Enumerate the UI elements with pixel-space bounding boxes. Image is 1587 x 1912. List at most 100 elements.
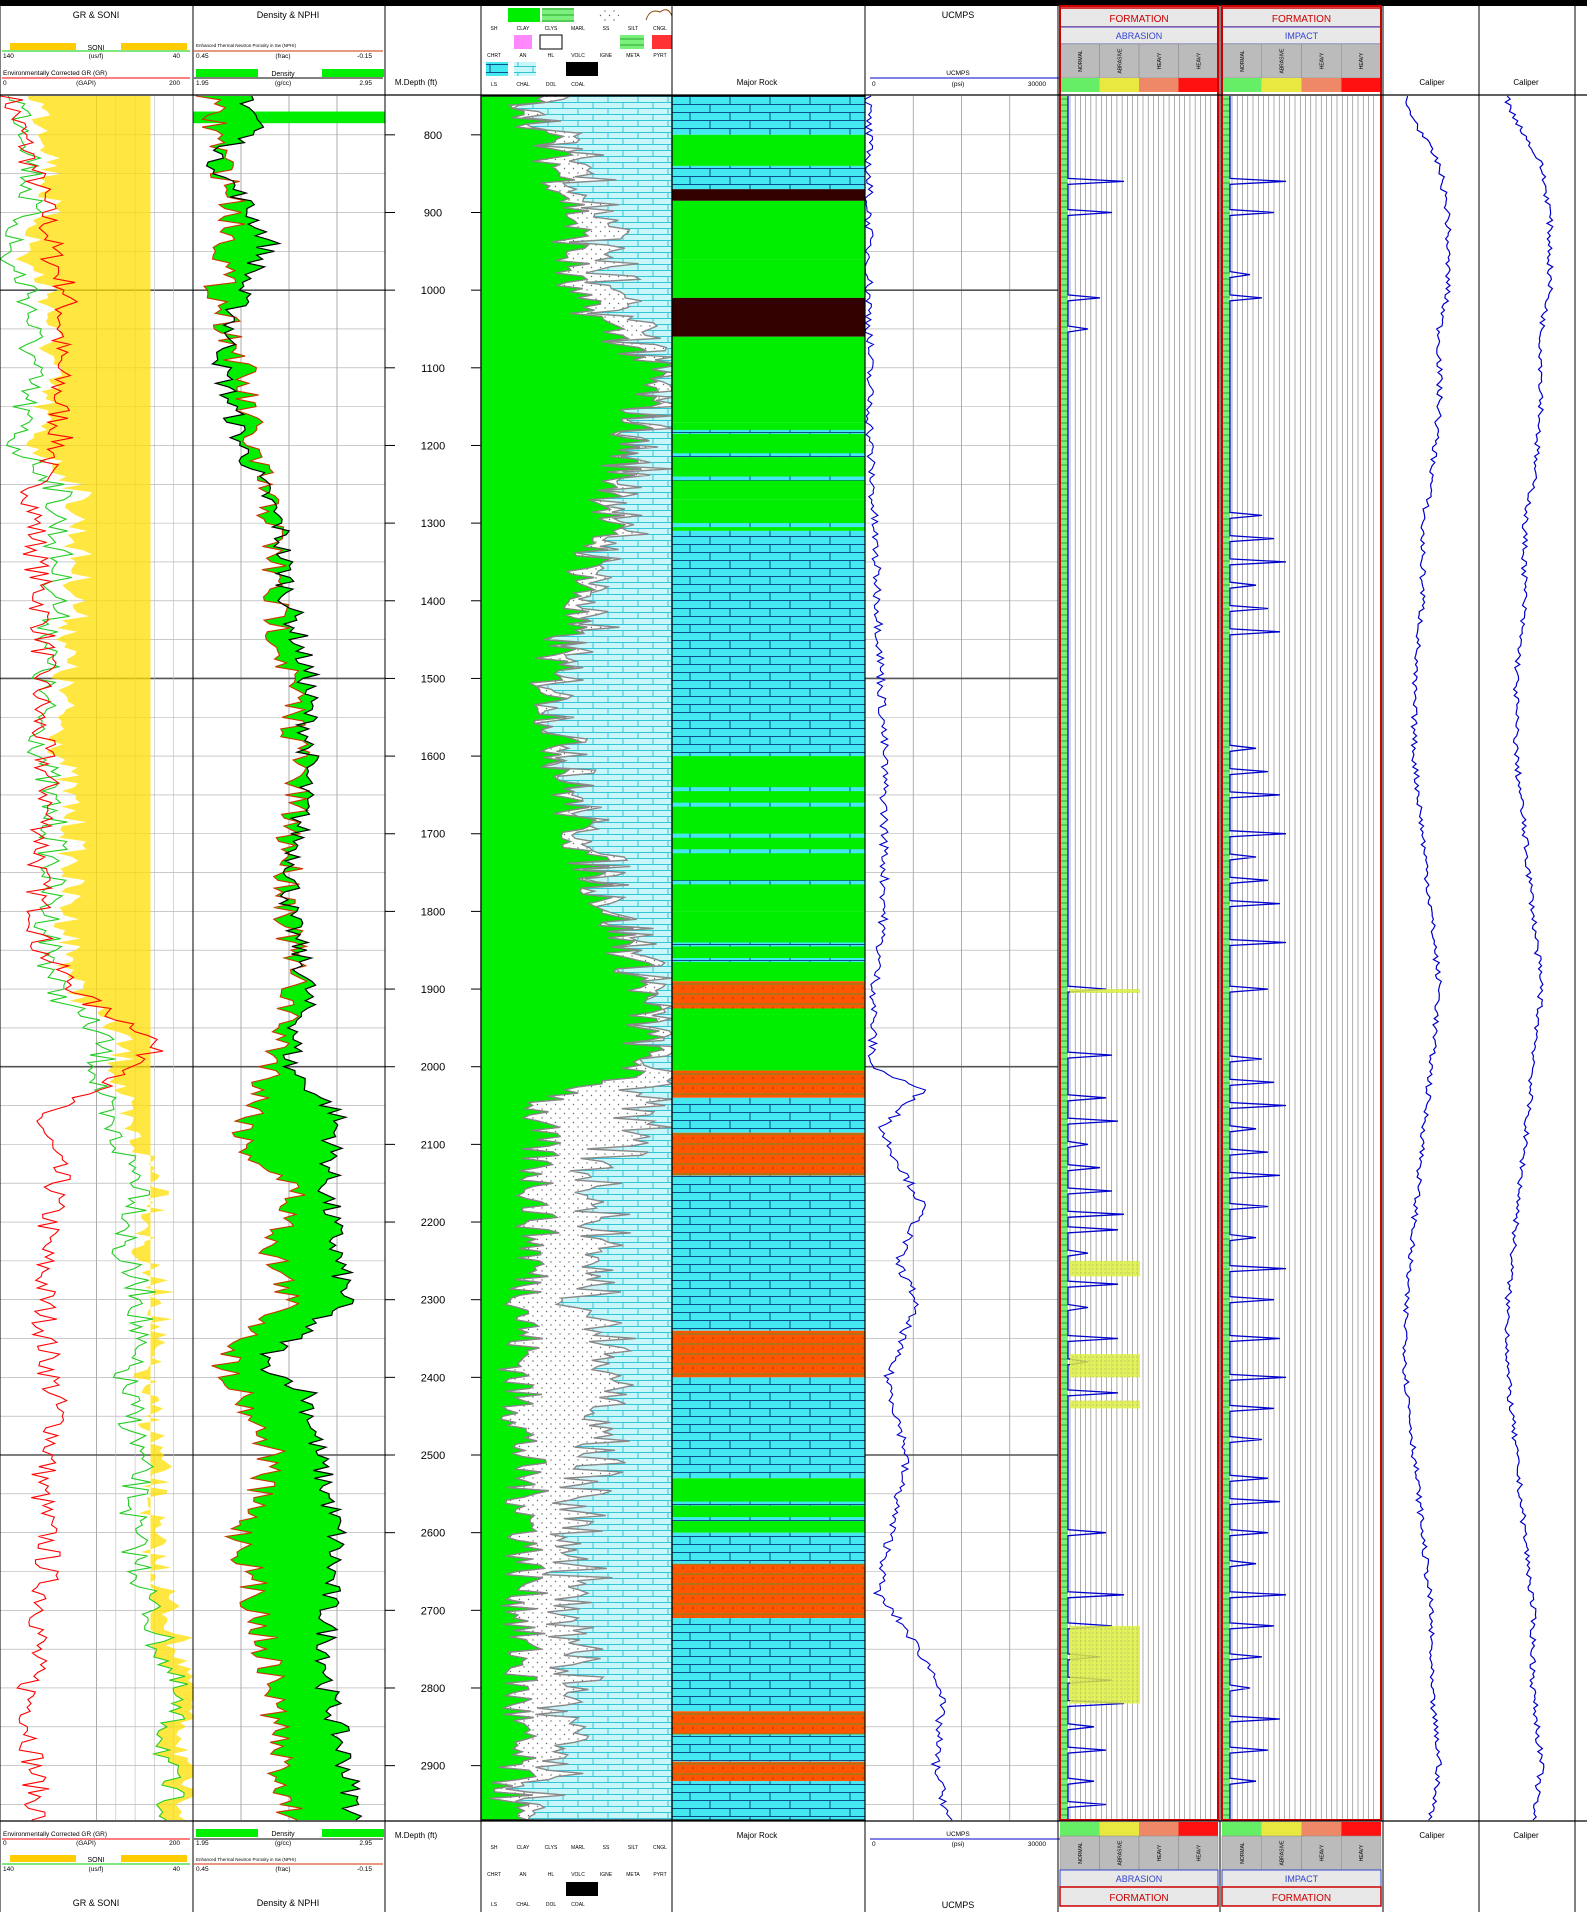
depth-tick-label: 1900	[421, 984, 445, 996]
abrasion-col-swatch-footer	[1060, 1822, 1100, 1836]
legend-swatch-pyrt	[652, 35, 672, 49]
ucmps-scale-min-footer: 0	[872, 1841, 876, 1848]
legend-label-dol: DOL	[546, 82, 557, 88]
impact-col-swatch-footer	[1301, 1822, 1342, 1836]
impact-spike-curve	[1229, 96, 1287, 1820]
soni-fill-swatch-left	[10, 43, 76, 50]
caliper-2-curve	[1504, 95, 1554, 1821]
density-top-block	[193, 111, 385, 124]
soni-unit: (us/f)	[89, 53, 104, 60]
impact-track-bg	[1222, 96, 1381, 1820]
impact-col-label-abrasive: ABRASIVE	[1280, 48, 1286, 74]
legend-label-hl: HL	[548, 53, 555, 59]
impact-subtitle-label-footer: IMPACT	[1285, 1874, 1319, 1884]
caliper-1-title-footer: Caliper	[1419, 1831, 1445, 1840]
track-gr-soni-header: GR & SONI SONI 140 (us/f) 40 Environment…	[2, 10, 190, 87]
density-curve	[205, 95, 363, 1821]
legend-swatch-coal	[566, 62, 598, 76]
legend-label-silt: SILT	[628, 26, 638, 32]
major-rock-interval-ss	[672, 1711, 865, 1735]
abrasion-header: FORMATION ABRASION NORMAL ABRASIVE HEAVY HEAV…	[1059, 7, 1219, 92]
abrasion-col-swatch	[1139, 78, 1179, 92]
impact-formation-label: FORMATION	[1272, 14, 1331, 25]
major-rock-interval-ls	[672, 1781, 865, 1820]
log-body: 8009001000110012001300140015001600170018…	[0, 5, 1554, 1821]
major-rock-interval-sh	[672, 259, 865, 298]
density-fill-swatch-left-footer	[196, 1829, 258, 1837]
ucmps-grid	[865, 96, 1058, 1820]
major-rock-stringer	[672, 880, 865, 885]
impact-col-header	[1221, 43, 1262, 79]
major-rock-interval-ls	[672, 165, 865, 190]
abrasion-col-swatch	[1178, 78, 1218, 92]
major-rock-interval-ss	[672, 1761, 865, 1782]
major-rock-stringer	[672, 1517, 865, 1522]
major-rock-interval-ls	[672, 96, 865, 135]
major-rock-stringer	[672, 942, 865, 947]
nphi-scale-min: 0.45	[196, 53, 209, 60]
major-rock-stringer	[672, 429, 865, 434]
abrasion-col-label-footer-heavy: HEAVY	[1196, 1844, 1202, 1861]
abrasion-col-header	[1059, 43, 1100, 79]
major-rock-stringer	[672, 476, 865, 481]
track-density-nphi-title-footer: Density & NPHI	[257, 1898, 320, 1908]
abrasion-col-footer	[1059, 1835, 1100, 1871]
nphi-scale-max-footer: -0.15	[357, 1866, 372, 1873]
soni-scale-max-footer: 40	[173, 1866, 181, 1873]
impact-col-header	[1301, 43, 1342, 79]
major-rock-stringer	[672, 538, 865, 543]
ucmps-unit-footer: (psi)	[952, 1841, 965, 1848]
depth-tick-label: 1700	[421, 829, 445, 841]
major-rock-interval-ls	[672, 1618, 865, 1712]
major-rock-interval-ls	[672, 1734, 865, 1762]
legend-label-silt-footer: SILT	[628, 1845, 638, 1851]
impact-col-label-heavy: HEAVY	[1319, 52, 1325, 69]
density-neutron-crossover-fill	[195, 96, 362, 1820]
track-gr-soni-title: GR & SONI	[73, 10, 120, 20]
major-rock-interval-coal	[672, 297, 865, 337]
major-rock-stringer	[672, 849, 865, 854]
abrasion-col-swatch-footer	[1178, 1822, 1218, 1836]
gr-scale-max: 200	[169, 80, 180, 87]
abrasion-yellow-zone	[1070, 989, 1140, 993]
depth-tick-label: 2400	[421, 1372, 445, 1384]
density-scale-min: 1.95	[196, 80, 209, 87]
depth-tick-label: 2900	[421, 1761, 445, 1773]
major-rock-stringer	[672, 787, 865, 792]
soni-curve	[0, 95, 189, 1821]
depth-tick-label: 1600	[421, 751, 445, 763]
impact-header: FORMATION IMPACT NORMAL ABRASIVE HEAVY HEAVY	[1221, 7, 1382, 92]
abrasion-col-label-footer-heavy: HEAVY	[1157, 1844, 1163, 1861]
impact-formation-box-footer	[1221, 1886, 1382, 1907]
gr-unit: (GAPI)	[76, 80, 96, 87]
abrasion-base-band	[1060, 96, 1068, 1820]
abrasion-col-label-footer-normal: NORMAL	[1078, 1842, 1084, 1864]
density-fill-swatch-right	[322, 69, 384, 77]
depth-tick-label: 2700	[421, 1605, 445, 1617]
density-curve-label: Density	[271, 71, 295, 78]
abrasion-subtitle-label: ABRASION	[1116, 31, 1163, 41]
legend-label-sh: SH	[491, 26, 498, 32]
major-rock-interval-ls	[672, 530, 865, 757]
legend-label-meta-footer: META	[626, 1872, 640, 1878]
legend-swatch-cngl	[645, 9, 673, 21]
gr-scale-min-footer: 0	[3, 1840, 7, 1847]
ucmps-header: UCMPS UCMPS 0 (psi) 30000	[870, 10, 1060, 88]
depth-tick-label: 1500	[421, 673, 445, 685]
impact-frame	[1221, 5, 1382, 1821]
impact-col-footer	[1261, 1835, 1302, 1871]
legend-swatch-meta	[620, 35, 644, 49]
abrasion-col-swatch	[1060, 78, 1100, 92]
track-separators	[0, 6, 1587, 1912]
major-rock-frame	[671, 95, 866, 1821]
impact-col-swatch	[1261, 78, 1302, 92]
major-rock-interval-ls	[672, 1532, 865, 1564]
abrasion-col-label-abrasive: ABRASIVE	[1117, 48, 1123, 74]
legend-label-dol-footer: DOL	[546, 1902, 557, 1908]
legend-label-clay: CLAY	[517, 26, 530, 32]
legend-label-volc: VOLC	[571, 53, 585, 59]
legend-swatch-coal-footer	[566, 1882, 598, 1896]
ucmps-track-title: UCMPS	[942, 10, 975, 20]
depth-tick-label: 2800	[421, 1683, 445, 1695]
abrasion-col-swatch-footer	[1139, 1822, 1179, 1836]
